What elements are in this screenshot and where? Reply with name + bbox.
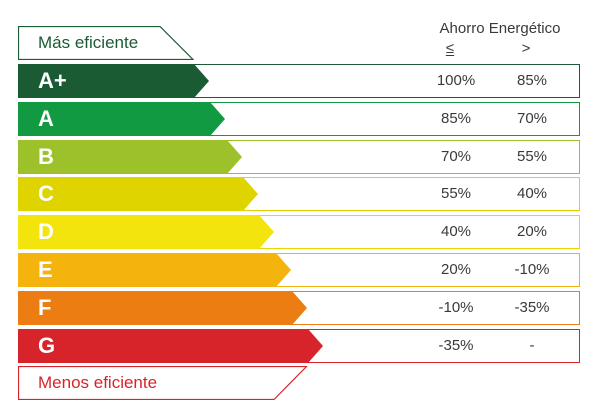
rating-letter: G <box>38 333 56 358</box>
header-columns: ≤ > <box>400 40 600 60</box>
less-efficient-tag: Menos eficiente <box>18 366 308 400</box>
less-efficient-label: Menos eficiente <box>38 373 158 392</box>
rating-arrow <box>18 102 225 136</box>
rating-letter: D <box>38 219 54 244</box>
savings-le-value: 40% <box>440 223 472 240</box>
rating-row-f: F -10% -35% <box>18 291 580 325</box>
savings-gt-value: 85% <box>516 72 548 89</box>
less-efficient-tag-shape <box>18 366 308 400</box>
rating-row-a: A 85% 70% <box>18 102 580 136</box>
rating-letter: F <box>38 295 52 320</box>
rating-row-d: D 40% 20% <box>18 215 580 249</box>
rating-row-g: G -35% - <box>18 329 580 363</box>
savings-le-value: 20% <box>440 261 472 278</box>
savings-gt-value: -10% <box>514 261 550 278</box>
header-col-le: ≤ <box>445 40 455 57</box>
savings-le-value: 55% <box>440 185 472 202</box>
more-efficient-label: Más eficiente <box>38 33 139 52</box>
rating-letter: E <box>38 257 53 282</box>
savings-le-value: -35% <box>438 337 474 354</box>
more-efficient-tag-shape <box>18 26 194 60</box>
more-efficient-tag: Más eficiente <box>18 26 308 60</box>
rating-arrow <box>18 140 242 174</box>
rating-row-a-plus: A+ 100% 85% <box>18 64 580 98</box>
rating-arrow <box>18 64 209 98</box>
savings-le-value: 100% <box>436 72 476 89</box>
rating-letter: B <box>38 144 54 169</box>
rating-arrow <box>18 253 291 287</box>
savings-le-value: 85% <box>440 110 472 127</box>
rating-letter: A <box>38 106 54 131</box>
savings-gt-value: 40% <box>516 185 548 202</box>
rating-arrow <box>18 215 274 249</box>
rating-row-b: B 70% 55% <box>18 140 580 174</box>
savings-header: Ahorro Energético ≤ > <box>400 12 600 60</box>
savings-gt-value: 20% <box>516 223 548 240</box>
savings-gt-value: -35% <box>514 299 550 316</box>
rating-letter: C <box>38 181 54 206</box>
rating-arrow <box>18 177 258 211</box>
savings-le-value: -10% <box>438 299 474 316</box>
savings-gt-value: 55% <box>516 148 548 165</box>
header-col-gt: > <box>521 40 531 57</box>
rating-row-c: C 55% 40% <box>18 177 580 211</box>
savings-gt-value: 70% <box>516 110 548 127</box>
rating-row-e: E 20% -10% <box>18 253 580 287</box>
savings-le-value: 70% <box>440 148 472 165</box>
header-title: Ahorro Energético <box>439 20 561 37</box>
rating-arrow <box>18 329 323 363</box>
rating-arrow <box>18 291 307 325</box>
rating-letter: A+ <box>38 68 67 93</box>
savings-gt-value: - <box>529 337 535 354</box>
